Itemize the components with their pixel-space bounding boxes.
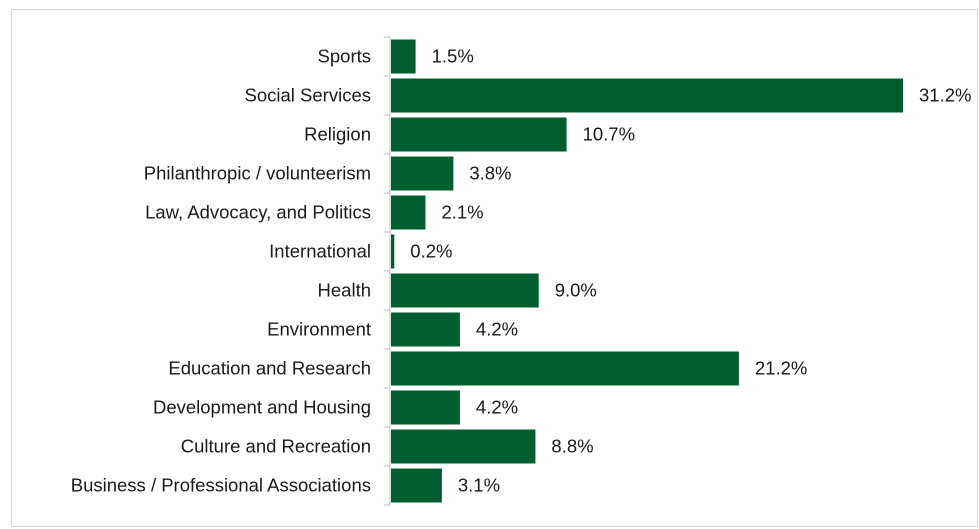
category-label: Health xyxy=(318,280,371,301)
data-label: 0.2% xyxy=(410,241,452,262)
labels-layer: Sports 1.5% Social Services 31.2% Religion 10… xyxy=(71,46,972,496)
bar xyxy=(391,195,426,230)
data-label: 2.1% xyxy=(441,202,483,223)
category-label: International xyxy=(269,241,371,262)
category-label: Education and Research xyxy=(168,358,371,379)
category-label: Philanthropic / volunteerism xyxy=(144,163,371,184)
bar xyxy=(391,156,454,191)
data-label: 3.8% xyxy=(469,163,511,184)
category-label: Culture and Recreation xyxy=(181,436,371,457)
bar xyxy=(391,78,903,113)
data-label: 3.1% xyxy=(458,475,500,496)
data-label: 4.2% xyxy=(476,319,518,340)
data-label: 10.7% xyxy=(583,124,635,145)
bar xyxy=(391,468,442,503)
bar xyxy=(391,117,567,152)
category-label: Development and Housing xyxy=(153,397,371,418)
bar xyxy=(391,351,739,386)
category-label: Sports xyxy=(318,46,371,67)
category-label: Business / Professional Associations xyxy=(71,475,371,496)
category-label: Social Services xyxy=(245,85,371,106)
chart-frame xyxy=(11,9,978,527)
category-label: Law, Advocacy, and Politics xyxy=(145,202,371,223)
bar xyxy=(391,273,539,308)
category-label: Religion xyxy=(304,124,371,145)
bar xyxy=(391,312,460,347)
bar xyxy=(391,390,460,425)
data-label: 31.2% xyxy=(919,85,971,106)
category-label: Environment xyxy=(267,319,371,340)
data-label: 1.5% xyxy=(432,46,474,67)
bar xyxy=(391,234,395,269)
bar xyxy=(391,429,536,464)
data-label: 9.0% xyxy=(555,280,597,301)
bar xyxy=(391,39,416,74)
axis-ticks-layer xyxy=(384,36,390,506)
data-label: 21.2% xyxy=(755,358,807,379)
data-label: 4.2% xyxy=(476,397,518,418)
data-label: 8.8% xyxy=(551,436,593,457)
bars-layer xyxy=(391,39,903,503)
